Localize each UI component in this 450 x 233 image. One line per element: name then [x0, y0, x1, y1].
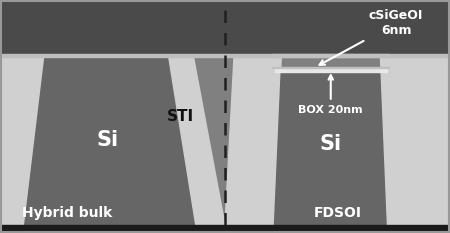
- Polygon shape: [380, 57, 450, 225]
- Bar: [0, 0, 450, 56]
- Text: FDSOI: FDSOI: [314, 206, 361, 220]
- Text: Si: Si: [320, 134, 342, 154]
- Bar: [0, 54, 450, 57]
- Text: Hybrid bulk: Hybrid bulk: [22, 206, 112, 220]
- Polygon shape: [225, 57, 281, 225]
- Polygon shape: [274, 72, 387, 225]
- Bar: [274, 68, 387, 72]
- Bar: [272, 67, 389, 68]
- Polygon shape: [25, 57, 196, 225]
- Text: cSiGeOI
6nm: cSiGeOI 6nm: [320, 9, 423, 65]
- Text: STI: STI: [166, 109, 194, 124]
- Text: Si: Si: [97, 130, 119, 150]
- Bar: [272, 54, 389, 57]
- Polygon shape: [169, 57, 225, 225]
- Bar: [0, 225, 450, 233]
- Polygon shape: [0, 57, 45, 225]
- Text: BOX 20nm: BOX 20nm: [298, 75, 363, 114]
